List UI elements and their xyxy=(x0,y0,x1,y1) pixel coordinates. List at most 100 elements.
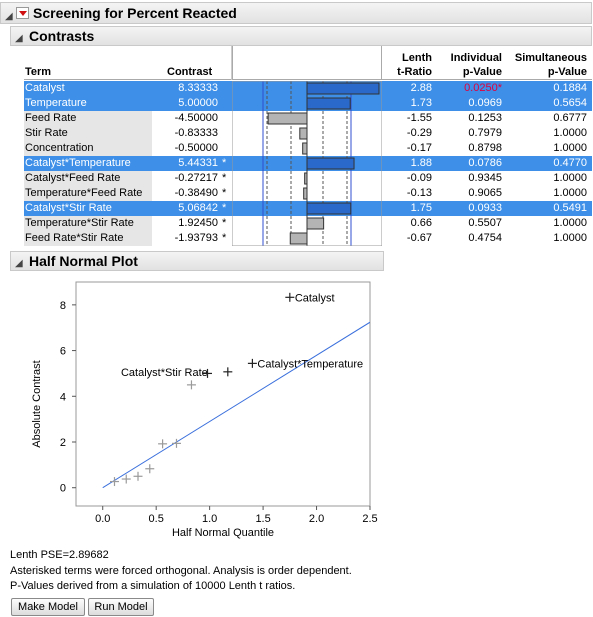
contrast-bar xyxy=(306,217,325,230)
report-title: Screening for Percent Reacted xyxy=(33,5,237,21)
simultaneous-p-cell: 0.1884 xyxy=(553,82,587,94)
data-point[interactable] xyxy=(109,477,119,487)
col-lenth-line1[interactable]: Lenth xyxy=(402,52,432,64)
contrast-cell: -0.38490 xyxy=(174,187,218,199)
simultaneous-p-cell: 1.0000 xyxy=(553,217,587,229)
y-tick-label: 4 xyxy=(60,391,66,403)
point-label: Catalyst*Temperature xyxy=(257,358,363,370)
p-value-cell: 0.5507 xyxy=(468,217,502,229)
orthogonal-note: Asterisked terms were forced orthogonal.… xyxy=(10,565,352,577)
col-sim-line2[interactable]: p-Value xyxy=(547,66,587,78)
orthogonal-star: * xyxy=(222,157,227,169)
point-label: Catalyst*Stir Rate xyxy=(121,367,208,379)
data-point[interactable] xyxy=(133,471,143,481)
report-header[interactable]: ◢ Screening for Percent Reacted xyxy=(0,2,592,24)
term-cell: Catalyst*Temperature xyxy=(25,157,131,169)
plot-frame xyxy=(75,281,371,507)
simultaneous-p-cell: 1.0000 xyxy=(553,187,587,199)
pvalue-note: P-Values derived from a simulation of 10… xyxy=(10,580,296,592)
lenth-t-cell: -0.09 xyxy=(406,172,432,184)
orthogonal-star: * xyxy=(222,217,227,229)
p-value-cell: 0.8798 xyxy=(468,142,502,154)
table-row[interactable]: Temperature*Stir Rate 1.92450 * 0.66 0.5507 1… xyxy=(24,216,592,231)
lenth-t-cell: 2.88 xyxy=(410,82,432,94)
halfnormal-header[interactable]: ◢ Half Normal Plot xyxy=(10,251,384,271)
simultaneous-p-cell: 0.4770 xyxy=(553,157,587,169)
point-label: Catalyst xyxy=(295,292,335,304)
data-point[interactable] xyxy=(121,474,131,484)
contrast-cell: -0.50000 xyxy=(174,142,218,154)
col-lenth-line2[interactable]: t-Ratio xyxy=(397,66,432,78)
lenth-t-cell: -0.13 xyxy=(406,187,432,199)
term-cell: Catalyst*Stir Rate xyxy=(25,202,112,214)
x-axis-label: Half Normal Quantile xyxy=(172,527,274,539)
col-ind-line1[interactable]: Individual xyxy=(450,52,502,64)
contrast-bar xyxy=(299,127,308,140)
term-cell: Feed Rate*Stir Rate xyxy=(25,232,124,244)
data-point[interactable] xyxy=(145,464,155,474)
table-row[interactable]: Stir Rate -0.83333 -0.29 0.7979 1.0000 xyxy=(24,126,592,141)
data-point[interactable] xyxy=(202,368,212,378)
col-term[interactable]: Term xyxy=(25,66,52,78)
red-triangle-menu-icon[interactable] xyxy=(16,7,29,19)
col-ind-line2[interactable]: p-Value xyxy=(462,66,502,78)
col-contrast[interactable]: Contrast xyxy=(167,66,213,78)
lenth-t-cell: -0.17 xyxy=(406,142,432,154)
p-value-cell: 0.0250* xyxy=(464,82,502,94)
lenth-t-cell: -0.29 xyxy=(406,127,432,139)
contrast-cell: 1.92450 xyxy=(178,217,218,229)
contrast-cell: 5.44331 xyxy=(178,157,218,169)
contrast-cell: 8.33333 xyxy=(178,82,218,94)
data-point[interactable]: Catalyst*Temperature xyxy=(247,358,363,370)
contrast-cell: -0.83333 xyxy=(174,127,218,139)
p-value-cell: 0.1253 xyxy=(468,112,502,124)
half-normal-plot[interactable]: 0.0 0.5 1.0 1.5 2.0 2.5 0 2 4 6 8 Half Normal Quant… xyxy=(20,274,390,544)
orthogonal-star: * xyxy=(222,187,227,199)
disclosure-triangle-icon[interactable]: ◢ xyxy=(15,258,23,269)
data-point[interactable] xyxy=(186,380,196,390)
x-tick-label: 0.0 xyxy=(95,513,110,525)
contrast-bar xyxy=(303,187,308,200)
contrast-cell: -4.50000 xyxy=(174,112,218,124)
halfnormal-title: Half Normal Plot xyxy=(29,253,138,269)
p-value-cell: 0.0969 xyxy=(468,97,502,109)
p-value-cell: 0.0786 xyxy=(468,157,502,169)
table-row[interactable]: Catalyst*Feed Rate -0.27217 * -0.09 0.9345 1.… xyxy=(24,171,592,186)
simultaneous-p-cell: 1.0000 xyxy=(553,142,587,154)
simultaneous-p-cell: 0.5491 xyxy=(553,202,587,214)
data-point[interactable]: Catalyst*Stir Rate xyxy=(121,367,233,379)
p-value-cell: 0.9065 xyxy=(468,187,502,199)
table-row[interactable]: Temperature*Feed Rate -0.38490 * -0.13 0.906… xyxy=(24,186,592,201)
simultaneous-p-cell: 1.0000 xyxy=(553,127,587,139)
contrast-cell: -0.27217 xyxy=(174,172,218,184)
data-point[interactable]: Catalyst xyxy=(285,292,335,304)
p-value-cell: 0.4754 xyxy=(468,232,502,244)
table-row[interactable]: Feed Rate -4.50000 -1.55 0.1253 0.6777 xyxy=(24,111,592,126)
disclosure-triangle-icon[interactable]: ◢ xyxy=(15,33,23,44)
term-cell: Concentration xyxy=(25,142,94,154)
contrast-bar-chart xyxy=(232,81,382,246)
simultaneous-p-cell: 0.5654 xyxy=(553,97,587,109)
x-tick-label: 2.0 xyxy=(309,513,324,525)
term-cell: Catalyst*Feed Rate xyxy=(25,172,121,184)
contrasts-header[interactable]: ◢ Contrasts xyxy=(10,26,592,46)
contrast-bar xyxy=(267,112,308,125)
col-sim-line1[interactable]: Simultaneous xyxy=(514,52,587,64)
table-row[interactable]: Concentration -0.50000 -0.17 0.8798 1.0000 xyxy=(24,141,592,156)
x-tick-label: 1.0 xyxy=(202,513,217,525)
p-value-cell: 0.0933 xyxy=(468,202,502,214)
term-cell: Temperature xyxy=(25,97,87,109)
x-tick-label: 0.5 xyxy=(149,513,164,525)
make-model-button[interactable]: Make Model xyxy=(11,598,85,616)
run-model-button[interactable]: Run Model xyxy=(88,598,154,616)
orthogonal-star: * xyxy=(222,232,227,244)
term-cell: Temperature*Stir Rate xyxy=(25,217,134,229)
reference-line xyxy=(102,321,370,489)
simultaneous-p-cell: 0.6777 xyxy=(553,112,587,124)
lenth-t-cell: -0.67 xyxy=(406,232,432,244)
disclosure-triangle-icon[interactable]: ◢ xyxy=(5,11,13,22)
data-point[interactable] xyxy=(158,439,168,449)
p-value-cell: 0.9345 xyxy=(468,172,502,184)
table-row[interactable]: Feed Rate*Stir Rate -1.93793 * -0.67 0.4754 1… xyxy=(24,231,592,246)
data-point[interactable] xyxy=(171,438,181,448)
